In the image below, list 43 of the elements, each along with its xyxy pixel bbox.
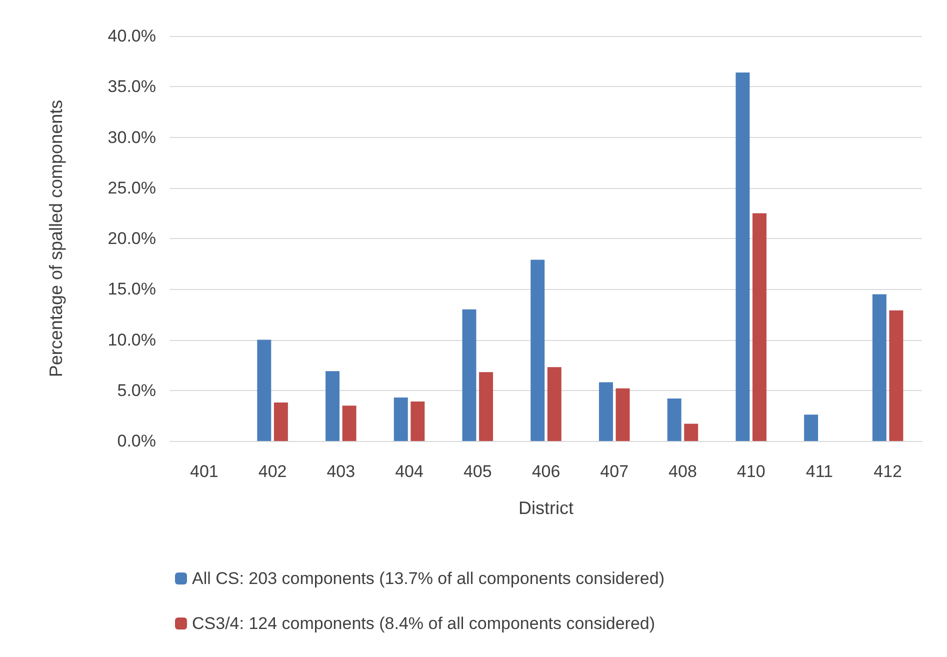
x-tick-label: 404 <box>395 462 424 481</box>
bar <box>872 294 886 441</box>
x-tick-label: 410 <box>736 462 766 481</box>
x-axis-title: District <box>518 498 574 518</box>
y-tick-label: 35.0% <box>108 77 156 96</box>
y-tick-label: 30.0% <box>108 128 156 147</box>
x-tick-label: 406 <box>532 462 560 481</box>
bar <box>684 424 698 441</box>
bar <box>598 382 613 441</box>
x-tick-label: 401 <box>190 462 218 481</box>
bar <box>257 340 272 441</box>
bar <box>274 402 288 441</box>
bar <box>530 260 545 441</box>
bar <box>667 398 682 441</box>
bar <box>342 406 356 441</box>
bar <box>394 397 408 441</box>
legend-label: All CS: 203 components (13.7% of all components considered) <box>192 569 664 588</box>
bar <box>326 371 340 441</box>
y-tick-label: 15.0% <box>108 280 156 299</box>
y-tick-label: 0.0% <box>117 432 156 450</box>
y-axis-title: Percentage of spalled components <box>46 100 66 378</box>
bar <box>752 213 766 441</box>
y-tick-label: 25.0% <box>108 178 156 198</box>
y-tick-label: 40.0% <box>108 26 156 46</box>
x-tick-label: 407 <box>600 462 629 481</box>
x-tick-label: 405 <box>463 462 492 481</box>
legend-label: CS3/4: 124 components (8.4% of all components considered) <box>192 614 656 633</box>
x-tick-label: 403 <box>326 462 356 481</box>
y-tick-label: 10.0% <box>108 330 156 350</box>
bar <box>462 309 476 441</box>
x-tick-label: 402 <box>258 462 287 481</box>
x-tick-label: 408 <box>668 462 697 481</box>
y-tick-label: 20.0% <box>108 229 156 248</box>
bar <box>410 402 425 441</box>
bar <box>616 388 630 441</box>
bar <box>804 414 818 441</box>
x-tick-label: 411 <box>806 462 834 481</box>
bar <box>889 310 904 441</box>
y-tick-label: 5.0% <box>117 380 156 400</box>
bar <box>479 372 494 441</box>
bar <box>736 72 750 441</box>
bar <box>547 367 562 441</box>
x-tick-label: 412 <box>874 462 902 481</box>
